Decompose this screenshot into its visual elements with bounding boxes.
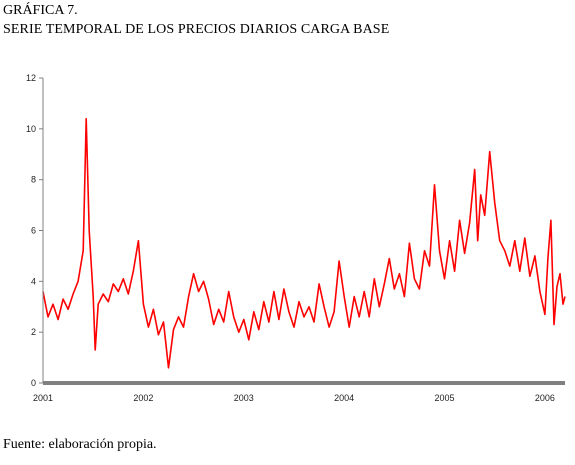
- y-axis: 0 2 4 6 8 10 12: [26, 73, 43, 388]
- y-tick-label: 8: [31, 175, 36, 185]
- y-tick-label: 10: [26, 124, 36, 134]
- x-axis: 2001 2002 2003 2004 2005 2006: [33, 393, 555, 403]
- y-tick-label: 0: [31, 378, 36, 388]
- x-tick-label: 2001: [33, 393, 53, 403]
- figure-label: GRÁFICA 7.: [3, 3, 78, 18]
- y-tick-label: 2: [31, 327, 36, 337]
- x-tick-label: 2006: [535, 393, 555, 403]
- y-tick-label: 4: [31, 276, 36, 286]
- series-layer: [42, 117, 566, 369]
- x-tick-label: 2003: [234, 393, 254, 403]
- y-tick-label: 6: [31, 226, 36, 236]
- x-tick-label: 2004: [334, 393, 354, 403]
- series-line: [42, 117, 566, 369]
- y-tick-label: 12: [26, 73, 36, 83]
- chart-title: SERIE TEMPORAL DE LOS PRECIOS DIARIOS CA…: [3, 22, 390, 37]
- source-note: Fuente: elaboración propia.: [3, 437, 157, 452]
- x-tick-label: 2005: [435, 393, 455, 403]
- x-tick-label: 2002: [133, 393, 153, 403]
